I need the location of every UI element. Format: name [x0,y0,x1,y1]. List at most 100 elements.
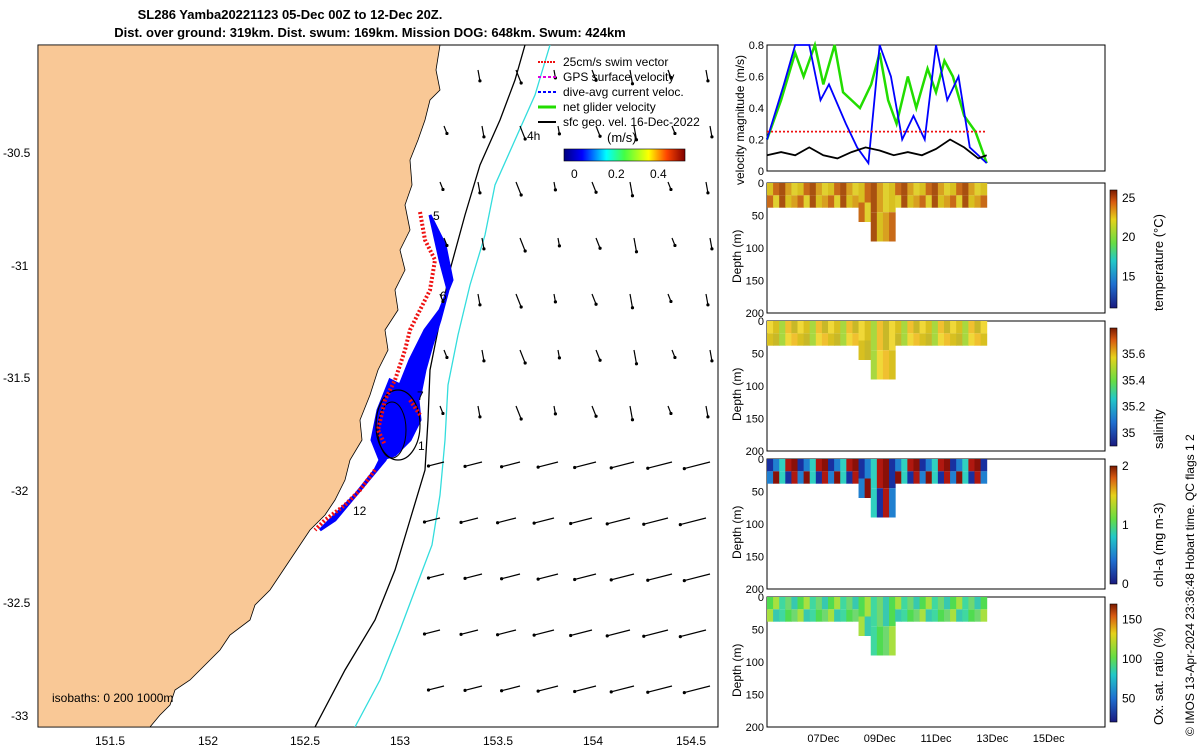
velocity-vector [591,293,597,305]
section-cell [870,459,878,489]
section-cell [785,183,792,196]
velocity-vector [460,629,479,635]
section-y-tick-label: 0 [758,178,764,190]
section-cell [956,321,963,334]
velocity-vector-head [605,634,609,638]
section-cell [895,333,902,346]
section-cell [889,212,896,242]
glider-track [313,211,454,532]
velocity-vector-head [598,358,602,362]
y-tick-label: -31 [11,259,29,273]
section-cell [846,471,853,484]
colorbar-tick-label: 35.2 [1122,400,1146,414]
velocity-vector-head [422,632,427,636]
x-tick-label: 154 [583,734,603,748]
colorbar-unit: (m/s) [607,130,637,145]
velocity-vector [501,461,521,468]
velocity-vector [460,517,479,523]
legend-label-gps: GPS surface velocity [563,70,674,84]
section-cell [797,333,805,346]
section-cell [919,609,927,622]
section-cell [858,202,866,222]
section-cell [815,459,823,472]
velocity-vector [574,461,597,469]
section-cell [901,195,908,208]
section-cell [968,321,975,334]
section-cell [882,212,890,242]
velocity-vector-head [422,520,427,524]
section-colorbar [1109,603,1118,723]
section-cell [815,471,823,484]
section-y-tick-label: 100 [746,243,764,255]
section-cell [773,333,780,346]
y-tick-label: -32.5 [3,596,31,610]
velocity-vector-head [630,82,635,86]
velocity-vector [537,573,559,580]
velocity-vector-head [478,303,482,307]
section-cell [937,321,945,334]
section-cell [931,597,939,610]
section-cell [931,183,939,196]
section-cell [773,459,780,472]
velocity-vector-head [445,131,449,136]
section-cell [974,183,982,196]
velocity-vector [497,629,517,636]
velocity-vector-head [499,465,504,469]
velocity-vector [570,517,593,525]
section-cell [791,459,799,472]
velocity-vector-head [478,191,482,195]
section-cell [828,609,835,622]
velocity-vector [464,573,483,579]
section-cell [919,459,927,472]
velocity-vector-head [463,576,467,580]
map-legend: 25cm/s swim vector GPS surface velocity … [538,55,700,181]
section-cell [767,333,774,346]
section-cell [956,195,963,208]
velocity-vector [633,349,638,364]
section-cell [901,321,908,334]
velocity-vector-head [463,464,467,468]
time-x-tick-label: 15Dec [1033,733,1065,745]
section-cell [815,597,823,610]
section-cell [809,195,817,208]
colorbar-tick-label: 1 [1122,518,1129,532]
section-cell [773,471,780,484]
velocity-vector-head [553,300,558,304]
section-cell [876,212,884,242]
section-y-tick-label: 100 [746,657,764,669]
velocity-vector-head [682,578,686,583]
velocity-vector-head [598,134,602,138]
velocity-vector [428,685,445,691]
section-cell [803,471,811,484]
velocity-vector-head [669,187,673,192]
section-cell [937,195,945,208]
section-y-tick-label: 50 [752,487,764,499]
section-cell [864,202,872,222]
section-cell [937,459,945,472]
section-cell [968,609,975,622]
section-cell [907,321,914,334]
velocity-vector [537,685,559,692]
section-cell [980,609,988,622]
velocity-vector-head [678,634,682,639]
section-cell [882,626,890,656]
section-cell [852,183,860,196]
section-cell [895,609,902,622]
section-cell [821,183,829,196]
section-cell [974,321,982,334]
section-cell [785,471,792,484]
velocity-vector-head [519,417,523,421]
section-cell [821,609,829,622]
velocity-vector [633,237,638,252]
section-cell [882,321,890,351]
section-cell [864,616,872,636]
velocity-vector [519,349,526,364]
velocity-vector [481,125,485,137]
velocity-vector-head [706,303,710,307]
velocity-vector [537,461,559,468]
section-cell [803,609,811,622]
section-cell [974,597,982,610]
colorbar-label: temperature (°C) [1151,214,1166,311]
velocity-vector [574,685,597,693]
section-cell [962,471,969,484]
